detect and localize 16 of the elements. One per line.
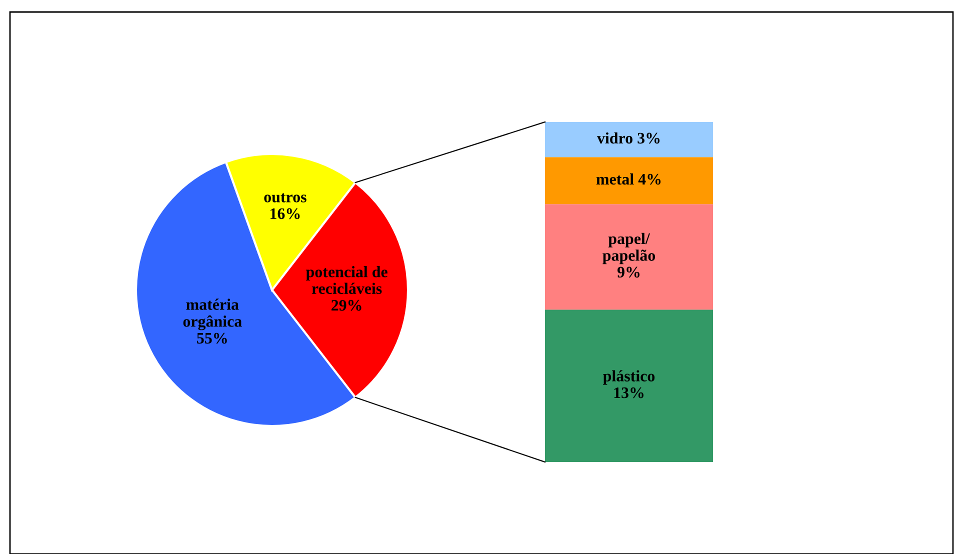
data-label: 9% bbox=[617, 266, 640, 278]
bar bbox=[545, 157, 713, 204]
data-label: 16% bbox=[270, 208, 300, 220]
text: vidro 3% bbox=[596, 132, 660, 144]
slice-label: potencial de recicláveis bbox=[306, 266, 388, 294]
series-label: plástico bbox=[603, 370, 655, 385]
slice-label: matéria orgânica bbox=[183, 298, 242, 330]
data-label: 29% bbox=[332, 300, 362, 311]
data-label: 13% bbox=[614, 387, 644, 398]
slice-label: outros bbox=[264, 193, 306, 202]
bar bbox=[545, 310, 713, 462]
bar bbox=[545, 122, 713, 158]
bar bbox=[545, 204, 713, 310]
data-label: 55% bbox=[197, 332, 227, 344]
text: metal 4% bbox=[596, 173, 661, 185]
series-label: papel/ papelão bbox=[602, 232, 656, 264]
